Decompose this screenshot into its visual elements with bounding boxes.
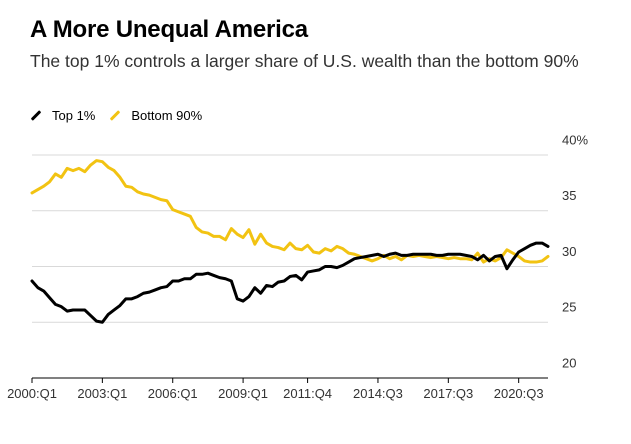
x-tick-label: 2003:Q1: [77, 386, 127, 401]
series-line-top-1: [30, 241, 550, 324]
chart-subtitle: The top 1% controls a larger share of U.…: [30, 51, 579, 71]
x-tick-label: 2009:Q1: [218, 386, 268, 401]
legend-label-top-1: Top 1%: [52, 107, 96, 123]
x-tick-label: 2000:Q1: [7, 386, 57, 401]
legend-item-bottom-90: Bottom 90%: [109, 108, 202, 123]
series-line-bottom-90: [30, 159, 550, 264]
y-tick-label: 40%: [562, 132, 588, 147]
chart-title: A More Unequal America: [30, 16, 308, 43]
y-tick-label: 30: [562, 244, 576, 259]
x-tick-label: 2017:Q3: [423, 386, 473, 401]
legend-label-bottom-90: Bottom 90%: [131, 107, 203, 123]
x-tick-label: 2014:Q3: [353, 386, 403, 401]
y-tick-label: 25: [562, 300, 576, 315]
y-axis-labels: 20 25 30 35 40%: [562, 132, 588, 370]
x-tick-label: 2020:Q3: [494, 386, 544, 401]
legend-item-top-1: Top 1%: [30, 108, 95, 123]
x-axis-labels: 2000:Q1 2003:Q1 2006:Q1 2009:Q1 2011:Q4 2014:…: [7, 386, 544, 401]
x-tick-label: 2006:Q1: [148, 386, 198, 401]
gridlines: [32, 154, 548, 323]
chart-legend: Top 1% Bottom 90%: [30, 105, 216, 125]
y-tick-label: 35: [562, 188, 576, 203]
x-axis-ticks: [31, 378, 520, 383]
y-tick-label: 20: [562, 355, 576, 370]
x-tick-label: 2011:Q4: [283, 386, 332, 401]
series-lines: [30, 159, 550, 324]
